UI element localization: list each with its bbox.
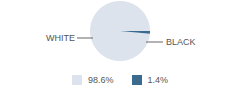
svg-text:WHITE: WHITE xyxy=(46,33,75,43)
svg-text:BLACK: BLACK xyxy=(166,37,196,47)
html-text:98.6%: 98.6% xyxy=(88,75,114,85)
html-text:1.4%: 1.4% xyxy=(147,75,168,85)
